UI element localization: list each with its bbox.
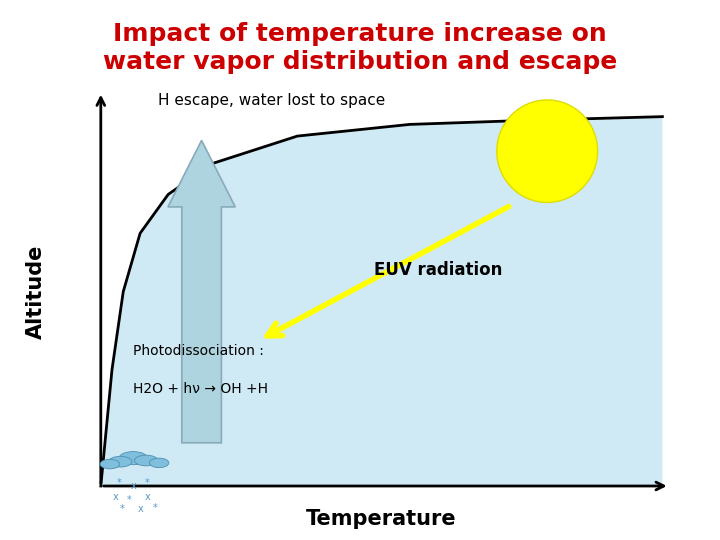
Text: x: x (138, 504, 143, 514)
Text: H escape, water lost to space: H escape, water lost to space (158, 93, 386, 108)
Text: *: * (127, 495, 132, 504)
Text: Temperature: Temperature (306, 509, 457, 529)
Text: x: x (145, 492, 150, 502)
FancyArrow shape (168, 140, 235, 443)
Text: Impact of temperature increase on
water vapor distribution and escape: Impact of temperature increase on water … (103, 22, 617, 75)
Ellipse shape (135, 455, 158, 466)
Text: *: * (120, 504, 125, 514)
Text: x: x (112, 492, 118, 502)
Text: Altitude: Altitude (26, 245, 46, 339)
Text: x: x (130, 481, 136, 491)
Text: Photodissociation :: Photodissociation : (133, 344, 264, 358)
Ellipse shape (109, 456, 132, 467)
Text: EUV radiation: EUV radiation (374, 261, 503, 279)
Text: *: * (153, 503, 157, 512)
Ellipse shape (150, 458, 168, 468)
Polygon shape (101, 117, 662, 486)
Ellipse shape (119, 451, 148, 464)
Text: *: * (117, 478, 121, 488)
Text: H2O + hν → OH +H: H2O + hν → OH +H (133, 382, 268, 396)
Ellipse shape (100, 460, 120, 469)
Text: *: * (145, 478, 150, 488)
Ellipse shape (497, 100, 598, 202)
